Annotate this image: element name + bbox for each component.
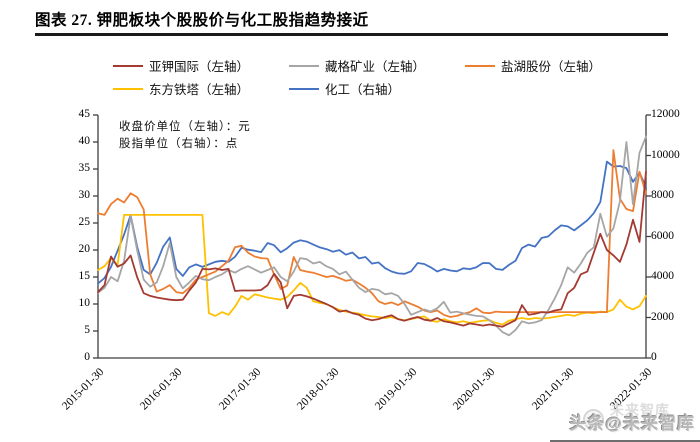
right-axis-unit-note: 股指单位（右轴）：点 xyxy=(119,138,239,150)
legend-line-swatch xyxy=(289,64,320,67)
watermark-ghost-text: 未来智库 xyxy=(610,402,670,418)
watermark-logo xyxy=(583,409,604,430)
series-line-0 xyxy=(97,170,647,328)
legend-item-1: 藏格矿业（左轴） xyxy=(289,56,425,75)
series-line-1 xyxy=(97,135,647,337)
legend-label: 藏格矿业（左轴） xyxy=(325,60,426,74)
legend-label: 亚钾国际（左轴） xyxy=(149,60,250,74)
legend-label: 盐湖股份（左轴） xyxy=(501,60,602,74)
left-axis-label: 20 xyxy=(78,243,91,255)
right-axis-label: 8000 xyxy=(651,189,674,201)
left-axis-unit-note: 收盘价单位（左轴）：元 xyxy=(119,121,251,133)
right-axis-label: 6000 xyxy=(651,229,674,242)
legend-item-0: 亚钾国际（左轴） xyxy=(113,56,249,75)
legend-label: 化工（右轴） xyxy=(325,83,401,97)
right-axis-label: 2000 xyxy=(651,310,674,323)
left-axis-label: 40 xyxy=(78,135,91,147)
left-axis-label: 35 xyxy=(78,162,91,174)
legend-line-swatch xyxy=(113,87,143,90)
right-axis-label: 4000 xyxy=(651,270,674,282)
legend-item-3: 东方铁塔（左轴） xyxy=(113,79,249,98)
legend-item-2: 盐湖股份（左轴） xyxy=(465,56,601,75)
series-line-2 xyxy=(97,149,647,318)
series-line-4 xyxy=(97,160,647,285)
title-underline xyxy=(35,33,668,36)
legend-line-swatch xyxy=(465,64,496,67)
legend-label: 东方铁塔（左轴） xyxy=(149,83,250,97)
right-axis-label: 0 xyxy=(651,351,657,363)
left-axis-label: 25 xyxy=(78,216,91,228)
watermark-underline xyxy=(550,440,700,442)
legend-row-2: 东方铁塔（左轴） 化工（右轴） xyxy=(113,79,673,98)
legend-line-swatch xyxy=(289,87,320,90)
chart-title: 图表 27. 钾肥板块个股股价与化工股指趋势接近 xyxy=(35,12,369,29)
series-line-3 xyxy=(97,213,647,326)
legend-item-4: 化工（右轴） xyxy=(289,79,400,98)
left-axis-label: 10 xyxy=(78,297,91,309)
watermark-text: 头条@未来智库 xyxy=(569,414,695,433)
legend-line-swatch xyxy=(113,64,143,67)
left-axis-label: 0 xyxy=(84,351,90,363)
axis-units-note: 收盘价单位（左轴）：元 股指单位（右轴）：点 xyxy=(119,119,251,153)
right-axis-label: 10000 xyxy=(651,148,680,161)
left-axis-label: 5 xyxy=(84,324,90,336)
left-axis-label: 15 xyxy=(78,270,91,282)
right-axis-label: 12000 xyxy=(651,108,680,120)
legend-row-1: 亚钾国际（左轴） 藏格矿业（左轴） 盐湖股份（左轴） xyxy=(113,56,673,75)
left-axis-label: 30 xyxy=(78,189,91,201)
left-axis-label: 45 xyxy=(78,108,91,120)
